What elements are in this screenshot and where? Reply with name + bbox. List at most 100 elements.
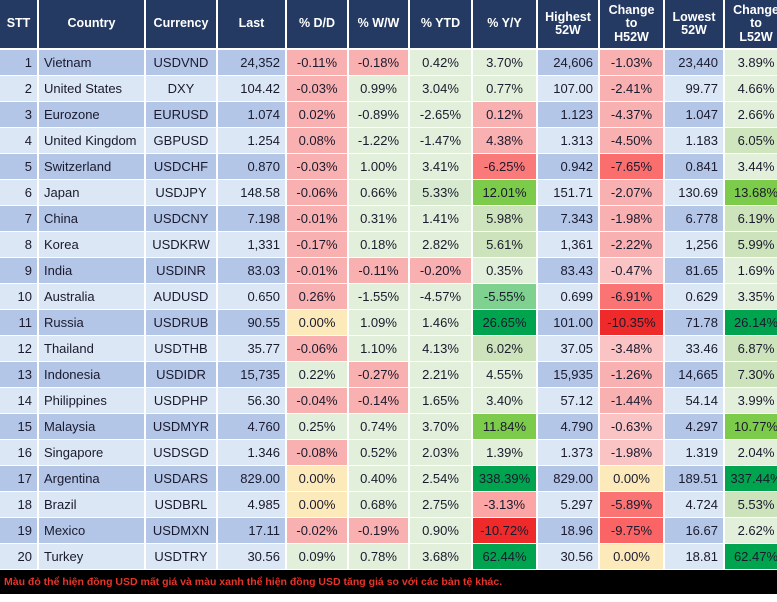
cell-stt: 1 xyxy=(0,48,39,76)
column-header-ww[interactable]: % W/W xyxy=(347,0,410,50)
cell-yy: 4.38% xyxy=(471,126,538,154)
cell-high52: 151.71 xyxy=(536,178,600,206)
table-row[interactable]: 20 Turkey USDTRY 30.56 0.09% 0.78% 3.68% 62.44%… xyxy=(0,542,777,570)
cell-yy: 5.61% xyxy=(471,230,538,258)
cell-yy: 0.77% xyxy=(471,74,538,102)
table-row[interactable]: 1 Vietnam USDVND 24,352 -0.11% -0.18% 0.42% 3.7… xyxy=(0,48,777,76)
column-header-dd[interactable]: % D/D xyxy=(285,0,349,50)
cell-ww: 0.78% xyxy=(347,542,410,570)
cell-ytd: 3.04% xyxy=(408,74,473,102)
cell-stt: 8 xyxy=(0,230,39,258)
column-header-chg_h52[interactable]: Change to H52W xyxy=(598,0,665,50)
cell-high52: 7.343 xyxy=(536,204,600,232)
cell-stt: 20 xyxy=(0,542,39,570)
table-row[interactable]: 8 Korea USDKRW 1,331 -0.17% 0.18% 2.82% 5.61% 1,… xyxy=(0,230,777,258)
table-row[interactable]: 10 Australia AUDUSD 0.650 0.26% -1.55% -4.57% -… xyxy=(0,282,777,310)
cell-ww: 0.52% xyxy=(347,438,410,466)
table-row[interactable]: 15 Malaysia USDMYR 4.760 0.25% 0.74% 3.70% 11.8… xyxy=(0,412,777,440)
cell-ww: 0.99% xyxy=(347,74,410,102)
cell-dd: 0.26% xyxy=(285,282,349,310)
cell-high52: 57.12 xyxy=(536,386,600,414)
cell-stt: 17 xyxy=(0,464,39,492)
cell-dd: 0.02% xyxy=(285,100,349,128)
cell-last: 24,352 xyxy=(216,48,287,76)
cell-last: 0.650 xyxy=(216,282,287,310)
cell-last: 1.254 xyxy=(216,126,287,154)
table-row[interactable]: 19 Mexico USDMXN 17.11 -0.02% -0.19% 0.90% -10.… xyxy=(0,516,777,544)
table-row[interactable]: 7 China USDCNY 7.198 -0.01% 0.31% 1.41% 5.98% 7.… xyxy=(0,204,777,232)
cell-currency: DXY xyxy=(144,74,218,102)
cell-currency: USDKRW xyxy=(144,230,218,258)
cell-high52: 83.43 xyxy=(536,256,600,284)
cell-low52: 81.65 xyxy=(663,256,725,284)
cell-ytd: 1.41% xyxy=(408,204,473,232)
cell-chg_l52: 26.14% xyxy=(723,308,777,336)
cell-chg_l52: 3.35% xyxy=(723,282,777,310)
cell-country: Indonesia xyxy=(37,360,146,388)
column-header-high52[interactable]: Highest 52W xyxy=(536,0,600,50)
cell-ww: -0.89% xyxy=(347,100,410,128)
column-header-chg_l52[interactable]: Change to L52W xyxy=(723,0,777,50)
cell-high52: 1.123 xyxy=(536,100,600,128)
cell-currency: USDMYR xyxy=(144,412,218,440)
cell-chg_h52: -6.91% xyxy=(598,282,665,310)
cell-low52: 1,256 xyxy=(663,230,725,258)
column-header-yy[interactable]: % Y/Y xyxy=(471,0,538,50)
cell-last: 1,331 xyxy=(216,230,287,258)
column-header-currency[interactable]: Currency xyxy=(144,0,218,50)
cell-chg_h52: -0.47% xyxy=(598,256,665,284)
cell-ww: 0.74% xyxy=(347,412,410,440)
cell-chg_l52: 3.44% xyxy=(723,152,777,180)
cell-country: China xyxy=(37,204,146,232)
column-header-line: 52W xyxy=(681,23,707,37)
cell-last: 0.870 xyxy=(216,152,287,180)
cell-ytd: 0.90% xyxy=(408,516,473,544)
cell-high52: 15,935 xyxy=(536,360,600,388)
cell-last: 17.11 xyxy=(216,516,287,544)
cell-chg_l52: 4.66% xyxy=(723,74,777,102)
column-header-line: L52W xyxy=(739,29,773,44)
cell-currency: USDCHF xyxy=(144,152,218,180)
table-row[interactable]: 13 Indonesia USDIDR 15,735 0.22% -0.27% 2.21% 4… xyxy=(0,360,777,388)
table-row[interactable]: 3 Eurozone EURUSD 1.074 0.02% -0.89% -2.65% 0.1… xyxy=(0,100,777,128)
table-row[interactable]: 11 Russia USDRUB 90.55 0.00% 1.09% 1.46% 26.65%… xyxy=(0,308,777,336)
table-row[interactable]: 12 Thailand USDTHB 35.77 -0.06% 1.10% 4.13% 6.0… xyxy=(0,334,777,362)
cell-low52: 4.297 xyxy=(663,412,725,440)
cell-currency: USDIDR xyxy=(144,360,218,388)
table-row[interactable]: 9 India USDINR 83.03 -0.01% -0.11% -0.20% 0.35%… xyxy=(0,256,777,284)
cell-last: 56.30 xyxy=(216,386,287,414)
table-row[interactable]: 2 United States DXY 104.42 -0.03% 0.99% 3.04% 0… xyxy=(0,74,777,102)
cell-country: Korea xyxy=(37,230,146,258)
cell-low52: 4.724 xyxy=(663,490,725,518)
cell-low52: 1.319 xyxy=(663,438,725,466)
cell-stt: 16 xyxy=(0,438,39,466)
table-row[interactable]: 5 Switzerland USDCHF 0.870 -0.03% 1.00% 3.41% -… xyxy=(0,152,777,180)
cell-ytd: -0.20% xyxy=(408,256,473,284)
cell-high52: 24,606 xyxy=(536,48,600,76)
column-header-low52[interactable]: Lowest 52W xyxy=(663,0,725,50)
cell-chg_h52: -3.48% xyxy=(598,334,665,362)
cell-chg_h52: -1.26% xyxy=(598,360,665,388)
column-header-line: Highest xyxy=(545,9,591,24)
table-row[interactable]: 14 Philippines USDPHP 56.30 -0.04% -0.14% 1.65… xyxy=(0,386,777,414)
column-header-line: % YTD xyxy=(420,16,461,31)
cell-stt: 4 xyxy=(0,126,39,154)
cell-high52: 37.05 xyxy=(536,334,600,362)
cell-chg_l52: 6.05% xyxy=(723,126,777,154)
column-header-country[interactable]: Country xyxy=(37,0,146,50)
table-row[interactable]: 17 Argentina USDARS 829.00 0.00% 0.40% 2.54% 33… xyxy=(0,464,777,492)
column-header-stt[interactable]: STT xyxy=(0,0,39,50)
column-header-last[interactable]: Last xyxy=(216,0,287,50)
table-row[interactable]: 16 Singapore USDSGD 1.346 -0.08% 0.52% 2.03% 1.… xyxy=(0,438,777,466)
table-row[interactable]: 4 United Kingdom GBPUSD 1.254 0.08% -1.22% -1.… xyxy=(0,126,777,154)
table-row[interactable]: 6 Japan USDJPY 148.58 -0.06% 0.66% 5.33% 12.01%… xyxy=(0,178,777,206)
table-header: STT Country Currency Last % D/D % W/W % YTD % Y… xyxy=(0,0,777,50)
cell-currency: USDJPY xyxy=(144,178,218,206)
cell-high52: 0.942 xyxy=(536,152,600,180)
cell-high52: 1.373 xyxy=(536,438,600,466)
cell-high52: 18.96 xyxy=(536,516,600,544)
cell-chg_h52: -1.98% xyxy=(598,204,665,232)
table-row[interactable]: 18 Brazil USDBRL 4.985 0.00% 0.68% 2.75% -3.13%… xyxy=(0,490,777,518)
column-header-ytd[interactable]: % YTD xyxy=(408,0,473,50)
cell-dd: 0.00% xyxy=(285,490,349,518)
